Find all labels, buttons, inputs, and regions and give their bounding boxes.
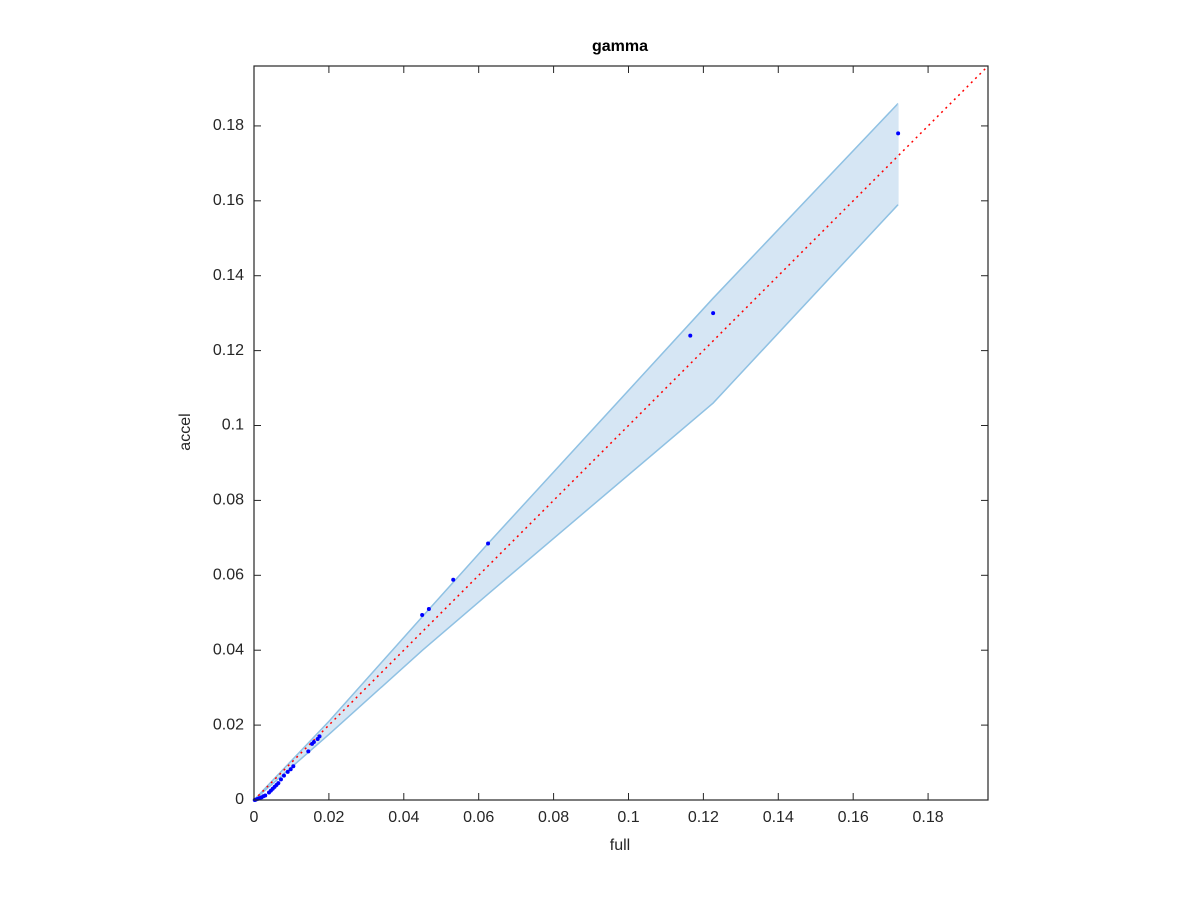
band-edge <box>253 102 899 801</box>
point <box>281 773 286 778</box>
reference-line <box>253 65 989 801</box>
y-tick-label: 0.12 <box>213 342 244 359</box>
y-tick-label: 0.16 <box>213 192 244 209</box>
y-tick-label: 0.08 <box>213 492 244 509</box>
x-tick-label: 0.18 <box>913 809 944 826</box>
x-tick-label: 0 <box>250 809 259 826</box>
y-tick-label: 0.06 <box>213 567 244 584</box>
point <box>291 764 296 769</box>
point <box>688 333 693 338</box>
y-tick-label: 0.14 <box>213 267 244 284</box>
point <box>486 541 491 546</box>
x-tick-label: 0.12 <box>688 809 719 826</box>
y-tick-label: 0.18 <box>213 117 244 134</box>
point <box>315 736 320 741</box>
point <box>285 769 290 774</box>
x-tick-label: 0.14 <box>763 809 794 826</box>
point <box>426 607 431 612</box>
band-edge <box>253 204 899 801</box>
point <box>266 790 271 795</box>
point <box>711 311 716 316</box>
point <box>306 749 311 754</box>
x-axis-label: full <box>610 837 630 854</box>
x-tick-label: 0.08 <box>538 809 569 826</box>
point <box>896 131 901 136</box>
point <box>310 741 315 746</box>
x-tick-label: 0.16 <box>838 809 869 826</box>
x-tick-label: 0.02 <box>313 809 344 826</box>
point <box>420 613 425 618</box>
x-tick-label: 0.1 <box>617 809 639 826</box>
chart-title: gamma <box>592 38 648 55</box>
y-tick-label: 0.02 <box>213 716 244 733</box>
point <box>288 767 293 772</box>
y-tick-label: 0.04 <box>213 641 244 658</box>
point <box>451 577 456 582</box>
point <box>278 777 283 782</box>
x-tick-label: 0.04 <box>388 809 419 826</box>
x-tick-label: 0.06 <box>463 809 494 826</box>
y-tick-label: 0 <box>235 791 244 808</box>
y-tick-label: 0.1 <box>222 417 244 434</box>
y-axis-label: accel <box>177 413 194 450</box>
axes-box <box>253 65 989 801</box>
